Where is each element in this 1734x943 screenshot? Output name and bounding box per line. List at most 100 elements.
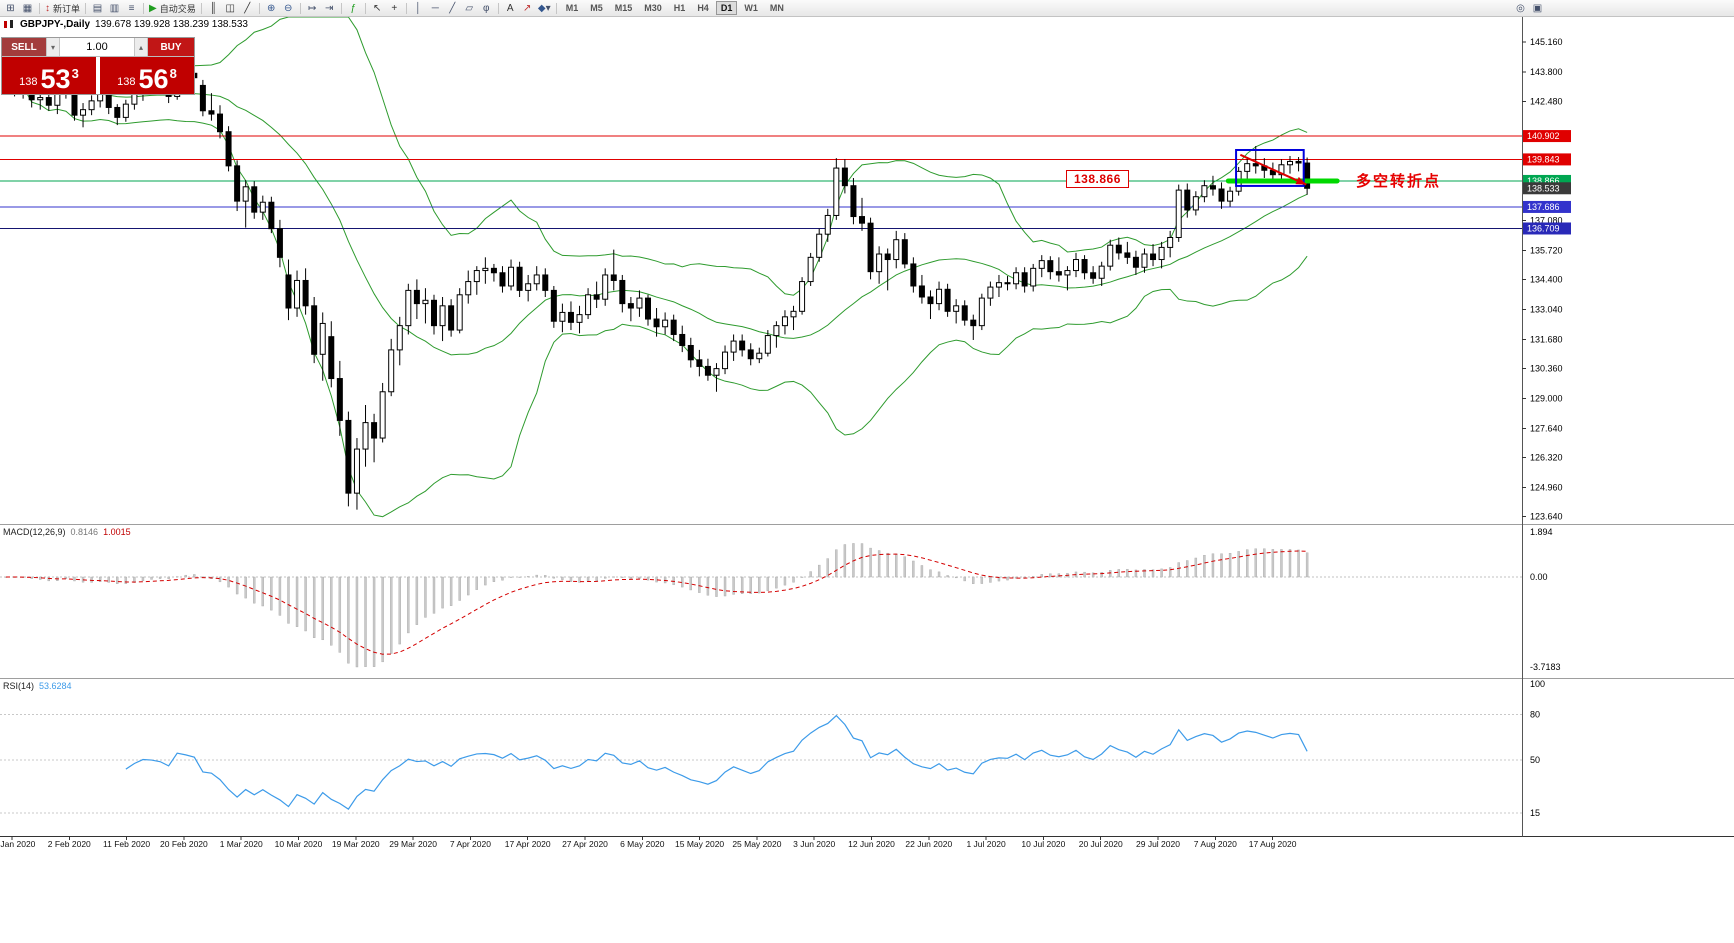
date-label[interactable]: 11 Feb 2020 — [103, 839, 150, 849]
date-label[interactable]: 7 Aug 2020 — [1194, 839, 1237, 849]
zoom-out-button[interactable]: ⊖ — [280, 1, 297, 16]
date-label[interactable]: 20 Jul 2020 — [1079, 839, 1123, 849]
fibonacci-button[interactable]: φ — [478, 1, 495, 16]
volume-decrease-button[interactable]: ▾ — [46, 38, 60, 56]
price-tag[interactable] — [1523, 200, 1571, 213]
price-tag[interactable] — [1523, 130, 1571, 143]
date-label[interactable]: 27 Apr 2020 — [562, 839, 608, 849]
date-label[interactable]: 10 Jul 2020 — [1021, 839, 1065, 849]
chart-shift-button[interactable]: ⇥ — [321, 1, 338, 16]
date-label[interactable]: 25 May 2020 — [732, 839, 781, 849]
trend-arrow-line[interactable] — [1239, 153, 1307, 186]
rsi-scale-label[interactable]: 100 — [1530, 679, 1545, 689]
price-tick-label[interactable]: 127.640 — [1530, 423, 1563, 433]
timeframe-w1-button[interactable]: W1 — [744, 3, 758, 13]
new-order-button[interactable]: ↕ 新订单 — [43, 1, 82, 16]
new-chart-button[interactable]: ⊞ — [2, 1, 19, 16]
volume-input[interactable] — [60, 38, 134, 56]
indicators-button[interactable]: ƒ — [345, 1, 362, 16]
price-callout-label[interactable]: 138.866 — [1066, 170, 1129, 188]
price-tick-label[interactable]: 145.160 — [1530, 37, 1563, 47]
arrow-tool-button[interactable]: ↗ — [519, 1, 536, 16]
date-label[interactable]: 15 May 2020 — [675, 839, 724, 849]
volume-increase-button[interactable]: ▴ — [134, 38, 148, 56]
channel-button[interactable]: ▱ — [461, 1, 478, 16]
timeframe-h1-button[interactable]: H1 — [673, 3, 686, 13]
vertical-line-button[interactable]: │ — [410, 1, 427, 16]
price-tag[interactable] — [1523, 153, 1571, 166]
timeframe-d1-button[interactable]: D1 — [715, 1, 738, 15]
text-label-button[interactable]: A — [502, 1, 519, 16]
shapes-button[interactable]: ◆ ▾ — [536, 1, 553, 16]
rsi-scale-label[interactable]: 80 — [1530, 709, 1540, 719]
rsi-scale-label[interactable]: 15 — [1530, 808, 1540, 818]
date-label[interactable]: 30 Jan 2020 — [0, 839, 36, 849]
price-tick-label[interactable]: 143.800 — [1530, 67, 1563, 77]
date-label[interactable]: 12 Jun 2020 — [848, 839, 895, 849]
candle-body — [448, 305, 455, 331]
buy-price-button[interactable]: 138 56 8 — [100, 57, 194, 94]
date-label[interactable]: 17 Aug 2020 — [1249, 839, 1297, 849]
price-tag[interactable] — [1523, 182, 1571, 195]
candle-chart-button[interactable]: ◫ — [222, 1, 239, 16]
price-tick-label[interactable]: 142.480 — [1530, 96, 1563, 106]
price-tick-label[interactable]: 126.320 — [1530, 452, 1563, 462]
timeframe-m15-button[interactable]: M15 — [614, 3, 633, 13]
date-label[interactable]: 7 Apr 2020 — [450, 839, 491, 849]
price-tick-label[interactable]: 123.640 — [1530, 512, 1563, 522]
panel-toggle-button[interactable]: ▣ — [1529, 1, 1546, 16]
price-tick-label[interactable]: 129.000 — [1530, 393, 1563, 403]
price-tick-label[interactable]: 133.040 — [1530, 304, 1563, 314]
date-label[interactable]: 19 Mar 2020 — [332, 839, 380, 849]
rsi-scale-label[interactable]: 50 — [1530, 755, 1540, 765]
price-tick-label[interactable]: 130.360 — [1530, 363, 1563, 373]
timeframe-m1-button[interactable]: M1 — [565, 3, 579, 13]
price-tick-label[interactable]: 135.720 — [1530, 245, 1563, 255]
sell-price-button[interactable]: 138 53 3 — [2, 57, 96, 94]
horizontal-line-button[interactable]: ─ — [427, 1, 444, 16]
price-tick-label[interactable]: 124.960 — [1530, 482, 1563, 492]
timeframe-h4-button[interactable]: H4 — [697, 3, 709, 13]
main-chart-plot[interactable] — [0, 16, 1522, 524]
macd-scale-label[interactable]: -3.7183 — [1530, 662, 1561, 672]
market-watch-button[interactable]: ▤ — [89, 1, 106, 16]
line-chart-button[interactable]: ╱ — [239, 1, 256, 16]
data-window-button[interactable]: ▥ — [106, 1, 123, 16]
date-label[interactable]: 29 Jul 2020 — [1136, 839, 1180, 849]
macd-histogram-bar — [150, 576, 153, 580]
date-label[interactable]: 10 Mar 2020 — [275, 839, 323, 849]
date-label[interactable]: 6 May 2020 — [620, 839, 665, 849]
sell-button[interactable]: SELL — [2, 38, 46, 56]
timeframe-m5-button[interactable]: M5 — [590, 3, 603, 13]
turning-point-label[interactable]: 多空转折点 — [1356, 173, 1442, 190]
cursor-button[interactable]: ↖ — [369, 1, 386, 16]
crosshair-button[interactable]: + — [386, 1, 403, 16]
search-button[interactable]: ◎ — [1512, 1, 1529, 16]
macd-scale-label[interactable]: 1.894 — [1530, 527, 1553, 537]
date-label[interactable]: 1 Mar 2020 — [220, 839, 263, 849]
date-label[interactable]: 22 Jun 2020 — [905, 839, 952, 849]
timeframe-m30-button[interactable]: M30 — [644, 3, 662, 13]
navigator-button[interactable]: ≡ — [123, 1, 140, 16]
bar-chart-button[interactable]: ║ — [205, 1, 222, 16]
buy-button[interactable]: BUY — [148, 38, 194, 56]
date-label[interactable]: 3 Jun 2020 — [793, 839, 835, 849]
date-label[interactable]: 29 Mar 2020 — [389, 839, 437, 849]
price-tag[interactable] — [1523, 222, 1571, 235]
date-label[interactable]: 20 Feb 2020 — [160, 839, 208, 849]
macd-scale-label[interactable]: 0.00 — [1530, 572, 1548, 582]
auto-scroll-button[interactable]: ↦ — [304, 1, 321, 16]
price-tick-label[interactable]: 131.680 — [1530, 334, 1563, 344]
highlight-rectangle[interactable] — [1235, 148, 1305, 187]
price-tick-label[interactable]: 137.080 — [1530, 215, 1563, 225]
zoom-in-button[interactable]: ⊕ — [263, 1, 280, 16]
timeframe-mn-button[interactable]: MN — [769, 3, 784, 13]
autotrade-button[interactable]: ▶ 自动交易 — [147, 1, 198, 16]
date-label[interactable]: 1 Jul 2020 — [966, 839, 1005, 849]
trendline-button[interactable]: ╱ — [444, 1, 461, 16]
date-label[interactable]: 2 Feb 2020 — [48, 839, 91, 849]
date-label[interactable]: 17 Apr 2020 — [505, 839, 551, 849]
profiles-button[interactable]: ▦ — [19, 1, 36, 16]
price-tick-label[interactable]: 134.400 — [1530, 274, 1563, 284]
